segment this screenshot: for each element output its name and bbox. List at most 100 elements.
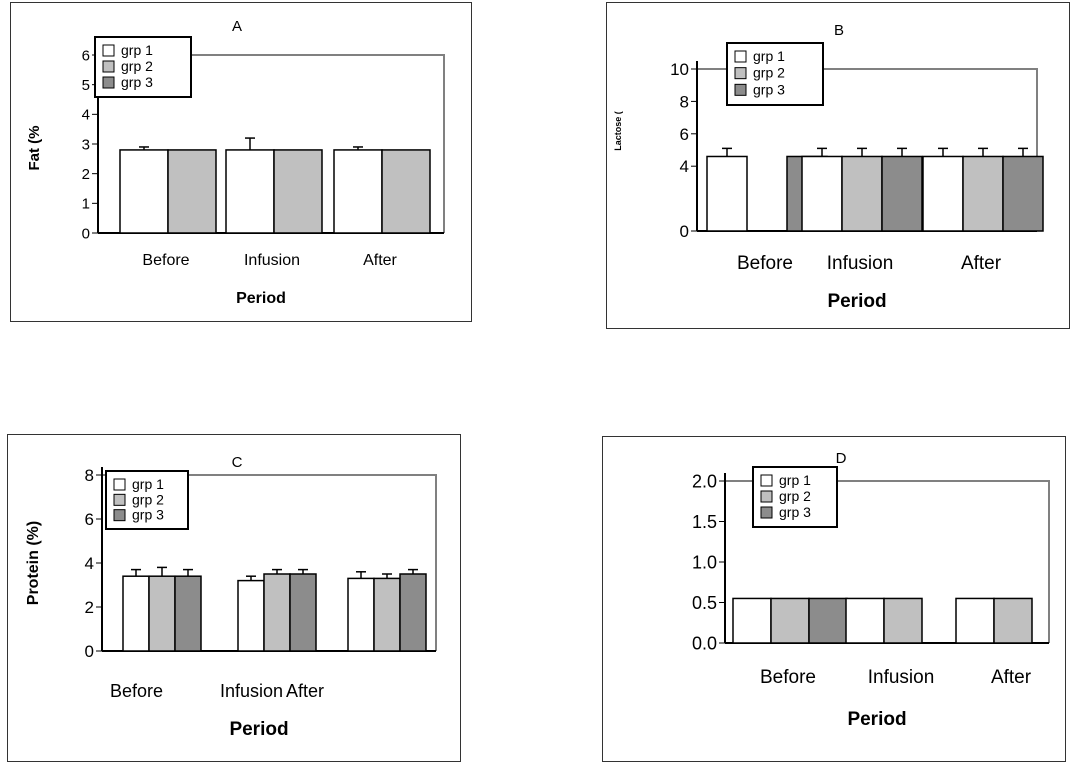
bar-grp3-after bbox=[400, 574, 426, 651]
bar-grp2-after bbox=[994, 598, 1032, 643]
chart-panel-c: 0 2 4 6 8 Before Infusion After Period C Protein (… bbox=[7, 434, 461, 762]
bar-grp1-before bbox=[120, 150, 168, 233]
legend-swatch-2 bbox=[114, 494, 125, 505]
y-axis-title: Fat (% bbox=[26, 126, 43, 171]
legend-label: grp 2 bbox=[779, 488, 811, 504]
legend-label: grp 3 bbox=[121, 74, 153, 90]
x-category-label: Infusion bbox=[244, 252, 300, 269]
x-axis-title: Period bbox=[236, 290, 286, 307]
bar-grp2-before bbox=[168, 150, 216, 233]
bar-grp2-after bbox=[382, 150, 430, 233]
x-category-label: Before bbox=[737, 253, 793, 274]
y-tick-label: 4 bbox=[85, 554, 94, 573]
legend-label: grp 2 bbox=[121, 58, 153, 74]
x-category-label: After bbox=[991, 667, 1032, 688]
chart-svg-a: 0 1 2 3 4 5 6 Before Infusion After Period A Fat (% g… bbox=[11, 3, 471, 321]
y-tick-label: 1.5 bbox=[692, 512, 717, 532]
chart-title: C bbox=[232, 454, 243, 471]
bar-grp1-before bbox=[707, 156, 747, 231]
legend-swatch-1 bbox=[761, 475, 772, 486]
bar-grp2-before bbox=[771, 598, 809, 643]
legend-label: grp 1 bbox=[132, 476, 164, 492]
bar-grp1-after bbox=[348, 578, 374, 651]
y-tick-label: 4 bbox=[680, 157, 689, 176]
y-tick-label: 2 bbox=[82, 166, 90, 183]
x-category-label: Before bbox=[110, 681, 163, 701]
y-tick-label: 5 bbox=[82, 77, 90, 94]
legend-label: grp 1 bbox=[753, 48, 785, 64]
chart-panel-b: 0 4 6 8 10 Before Infusion After Period B Lactose … bbox=[606, 2, 1070, 329]
legend-swatch-3 bbox=[103, 77, 114, 88]
y-tick-label: 6 bbox=[680, 125, 689, 144]
chart-panel-a: 0 1 2 3 4 5 6 Before Infusion After Period A Fat (% g… bbox=[10, 2, 472, 322]
legend-swatch-3 bbox=[761, 507, 772, 518]
bar-grp2-infusion bbox=[884, 598, 922, 643]
y-tick-label: 0 bbox=[680, 222, 689, 241]
chart-panel-d: 0.0 0.5 1.0 1.5 2.0 Before Infusion After Period… bbox=[602, 436, 1066, 762]
y-tick-label: 0.0 bbox=[692, 633, 717, 653]
bar-grp2-infusion bbox=[264, 574, 290, 651]
bar-grp1-before bbox=[123, 576, 149, 651]
x-category-label: After bbox=[363, 252, 397, 269]
x-category-label: After bbox=[286, 681, 324, 701]
bar-grp1-infusion bbox=[226, 150, 274, 233]
y-tick-label: 0.5 bbox=[692, 593, 717, 613]
chart-title: D bbox=[836, 450, 847, 467]
bar-grp2-after bbox=[374, 578, 400, 651]
bar-grp3-after bbox=[1003, 156, 1043, 231]
y-tick-label: 1 bbox=[82, 196, 90, 213]
legend-label: grp 1 bbox=[121, 42, 153, 58]
y-tick-label: 4 bbox=[82, 107, 90, 124]
bar-grp2-after bbox=[963, 156, 1003, 231]
legend-swatch-1 bbox=[114, 479, 125, 490]
legend-swatch-1 bbox=[735, 51, 746, 62]
chart-svg-d: 0.0 0.5 1.0 1.5 2.0 Before Infusion After Period… bbox=[603, 437, 1065, 761]
y-tick-label: 0 bbox=[85, 642, 94, 661]
bar-grp2-infusion bbox=[274, 150, 322, 233]
x-category-label: Infusion bbox=[827, 253, 894, 274]
x-category-label: Infusion bbox=[220, 681, 283, 701]
bar-grp3-infusion bbox=[290, 574, 316, 651]
bar-grp1-infusion bbox=[846, 598, 884, 643]
y-tick-label: 6 bbox=[85, 510, 94, 529]
legend-swatch-3 bbox=[114, 510, 125, 521]
legend-label: grp 1 bbox=[779, 472, 811, 488]
x-axis-title: Period bbox=[827, 291, 886, 312]
y-tick-label: 2 bbox=[85, 598, 94, 617]
x-category-label: Before bbox=[142, 252, 189, 269]
bar-grp1-infusion bbox=[238, 581, 264, 651]
chart-title: B bbox=[834, 22, 844, 39]
x-category-label: Before bbox=[760, 667, 816, 688]
y-tick-label: 2.0 bbox=[692, 471, 717, 491]
y-tick-label: 6 bbox=[82, 47, 90, 64]
y-tick-label: 10 bbox=[670, 60, 689, 79]
x-axis-title: Period bbox=[847, 709, 906, 730]
legend-swatch-2 bbox=[761, 491, 772, 502]
chart-title: A bbox=[232, 18, 242, 35]
legend-label: grp 3 bbox=[132, 507, 164, 523]
x-axis-title: Period bbox=[229, 719, 288, 740]
legend-label: grp 2 bbox=[753, 65, 785, 81]
bar-grp1-after bbox=[956, 598, 994, 643]
legend-label: grp 3 bbox=[779, 504, 811, 520]
x-category-label: Infusion bbox=[868, 667, 935, 688]
y-tick-label: 3 bbox=[82, 136, 90, 153]
bar-grp1-after bbox=[334, 150, 382, 233]
y-tick-label: 8 bbox=[85, 466, 94, 485]
legend-label: grp 2 bbox=[132, 491, 164, 507]
bar-grp1-before bbox=[733, 598, 771, 643]
legend-label: grp 3 bbox=[753, 81, 785, 97]
legend-swatch-2 bbox=[103, 61, 114, 72]
bar-grp2-before bbox=[149, 576, 175, 651]
bar-grp2-infusion bbox=[842, 156, 882, 231]
chart-svg-c: 0 2 4 6 8 Before Infusion After Period C Protein (… bbox=[8, 435, 460, 761]
bar-grp1-after bbox=[923, 156, 963, 231]
y-axis-title: Protein (%) bbox=[25, 521, 42, 605]
legend-swatch-2 bbox=[735, 68, 746, 79]
legend-swatch-1 bbox=[103, 45, 114, 56]
bar-grp3-before bbox=[809, 598, 847, 643]
bar-grp1-infusion bbox=[802, 156, 842, 231]
y-axis-title: Lactose ( bbox=[613, 111, 623, 151]
bar-grp3-before bbox=[175, 576, 201, 651]
y-tick-label: 1.0 bbox=[692, 552, 717, 572]
